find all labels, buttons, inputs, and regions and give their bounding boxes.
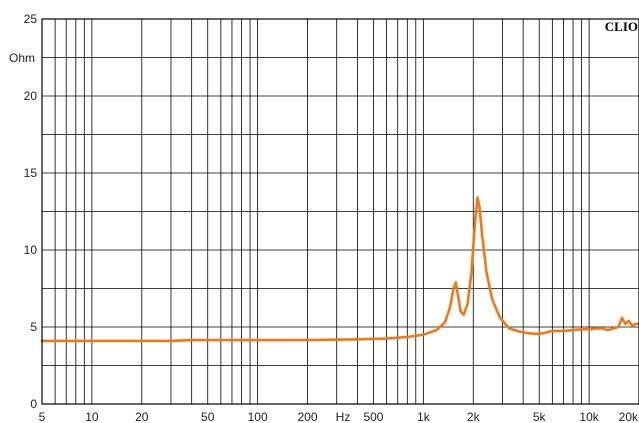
y-tick-labels: 0 5 10 15 20 25: [24, 12, 38, 411]
y-axis-unit-label: Ohm: [9, 51, 35, 65]
y-tick-label: 15: [24, 166, 38, 180]
x-tick-label: 200: [298, 410, 318, 423]
x-tick-label: 2k: [467, 410, 481, 423]
x-tick-label: 5: [39, 410, 46, 423]
brand-label: CLIO: [605, 19, 638, 34]
x-tick-label: 50: [201, 410, 215, 423]
x-tick-label: 5k: [533, 410, 547, 423]
x-tick-label: 20k: [619, 410, 639, 423]
x-tick-label: 100: [248, 410, 268, 423]
x-tick-label: 10k: [579, 410, 599, 423]
x-tick-label: 20: [135, 410, 149, 423]
x-tick-label: 500: [363, 410, 383, 423]
x-axis-unit-label: Hz: [336, 410, 351, 423]
y-tick-label: 10: [24, 243, 38, 257]
impedance-curve: [40, 196, 639, 343]
x-tick-label: 10: [85, 410, 99, 423]
series-group: [40, 196, 639, 343]
y-tick-label: 20: [24, 89, 38, 103]
x-tick-label: 1k: [417, 410, 431, 423]
plot-frame: [41, 18, 639, 405]
x-tick-labels: 5 10 20 50 100 200 500 1k 2k 5k 10k 20k: [39, 410, 639, 423]
y-tick-label: 0: [30, 397, 37, 411]
y-tick-label: 5: [30, 320, 37, 334]
y-tick-label: 25: [24, 12, 38, 26]
